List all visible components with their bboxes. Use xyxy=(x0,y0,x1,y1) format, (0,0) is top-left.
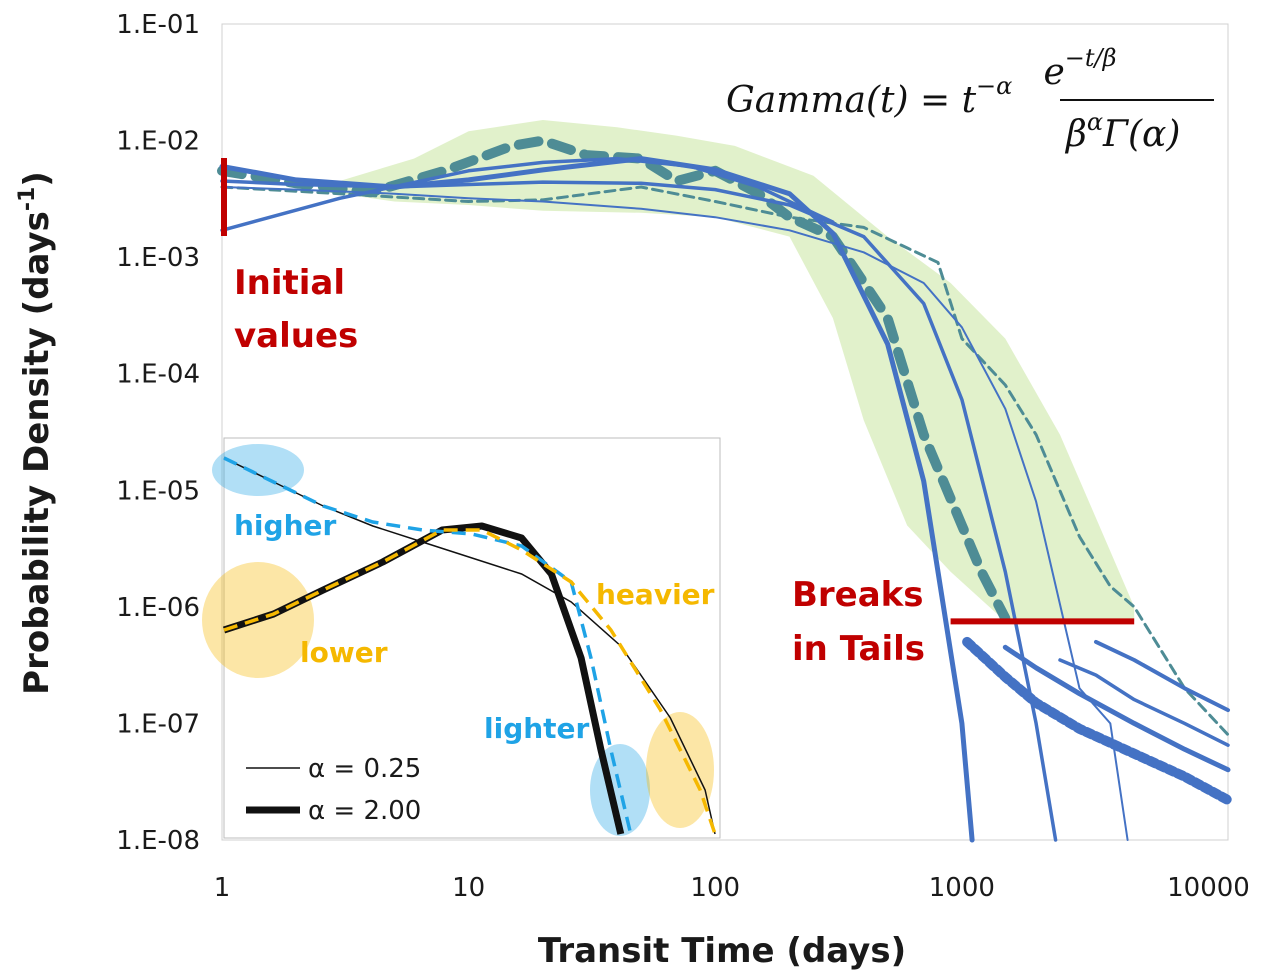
y-tick-label: 1.E-04 xyxy=(116,360,200,390)
breaks-in-tails-label: Breaks xyxy=(792,575,924,615)
y-axis-title-main: Probability Density (days xyxy=(17,211,57,695)
inset-blue-shade-top xyxy=(212,444,304,496)
y-tick-label: 1.E-03 xyxy=(116,243,200,273)
x-tick-label: 1 xyxy=(214,873,231,903)
svg-text:βαΓ(α): βαΓ(α) xyxy=(1064,108,1180,155)
formula-denominator-tail: Γ(α) xyxy=(1102,114,1180,155)
y-tick-label: 1.E-06 xyxy=(116,593,200,623)
y-tick-label: 1.E-07 xyxy=(116,709,200,739)
formula-denominator-exp: α xyxy=(1087,108,1103,136)
inset-label-heavier: heavier xyxy=(596,578,715,611)
tail-series-line xyxy=(1002,644,1231,773)
formula-numerator-exp: −t/β xyxy=(1065,44,1117,72)
inset-orange-shade-right xyxy=(646,712,714,828)
tail-series-line xyxy=(1058,658,1230,747)
x-tick-label: 10 xyxy=(452,873,485,903)
axis-ticks: 1 10 100 1000 10000 1.E-01 1.E-02 1.E-03 1.E-04 1… xyxy=(116,10,1250,903)
inset-label-higher: higher xyxy=(234,509,336,542)
formula-numerator: e xyxy=(1043,52,1064,93)
gamma-series-line xyxy=(220,156,835,233)
empirical-series-line xyxy=(217,135,1011,624)
uncertainty-envelope xyxy=(339,120,1135,622)
initial-values-label: Initial xyxy=(234,263,345,303)
y-axis-title: Probability Density (days-1) xyxy=(15,171,57,695)
y-tick-label: 1.E-05 xyxy=(116,476,200,506)
y-tick-label: 1.E-08 xyxy=(116,826,200,856)
x-axis-title: Transit Time (days) xyxy=(538,931,906,971)
tail-series-line xyxy=(962,636,1233,806)
inset-panel: higher lower heavier lighter α = 0.25 α = 2.0… xyxy=(202,437,721,839)
inset-label-lower: lower xyxy=(300,636,388,669)
tail-series-line xyxy=(1094,639,1230,713)
formula-lhs-exp: −α xyxy=(976,72,1012,100)
x-tick-label: 10000 xyxy=(1167,873,1250,903)
envelope-band xyxy=(339,120,1135,622)
inset-orange-dashed-line xyxy=(223,528,717,835)
svg-text:e−t/β: e−t/β xyxy=(1043,44,1116,93)
gamma-formula: Gamma(t) = t−α e−t/β βαΓ(α) xyxy=(726,44,1214,155)
initial-values-label-2: values xyxy=(234,316,358,356)
y-tick-label: 1.E-02 xyxy=(116,127,200,157)
gamma-series-line xyxy=(220,179,1058,842)
svg-text:Gamma(t) = t−α: Gamma(t) = t−α xyxy=(726,72,1012,121)
breaks-in-tails-label-2: in Tails xyxy=(792,629,925,669)
x-tick-label: 1000 xyxy=(929,873,995,903)
inset-legend-label: α = 2.00 xyxy=(308,796,421,826)
gamma-series-line xyxy=(221,186,1129,841)
y-tick-label: 1.E-01 xyxy=(116,10,200,40)
inset-label-lighter: lighter xyxy=(484,712,590,745)
formula-denominator: β xyxy=(1064,114,1087,155)
inset-frame xyxy=(223,437,721,839)
inset-blue-dashed-line xyxy=(223,456,633,835)
y-axis-title-sup: -1 xyxy=(15,187,40,211)
formula-lhs: Gamma(t) = t xyxy=(726,80,977,121)
inset-legend-label: α = 0.25 xyxy=(308,754,421,784)
series-layer xyxy=(217,135,1233,843)
x-tick-label: 100 xyxy=(690,873,740,903)
y-axis-title-close: ) xyxy=(17,171,57,187)
